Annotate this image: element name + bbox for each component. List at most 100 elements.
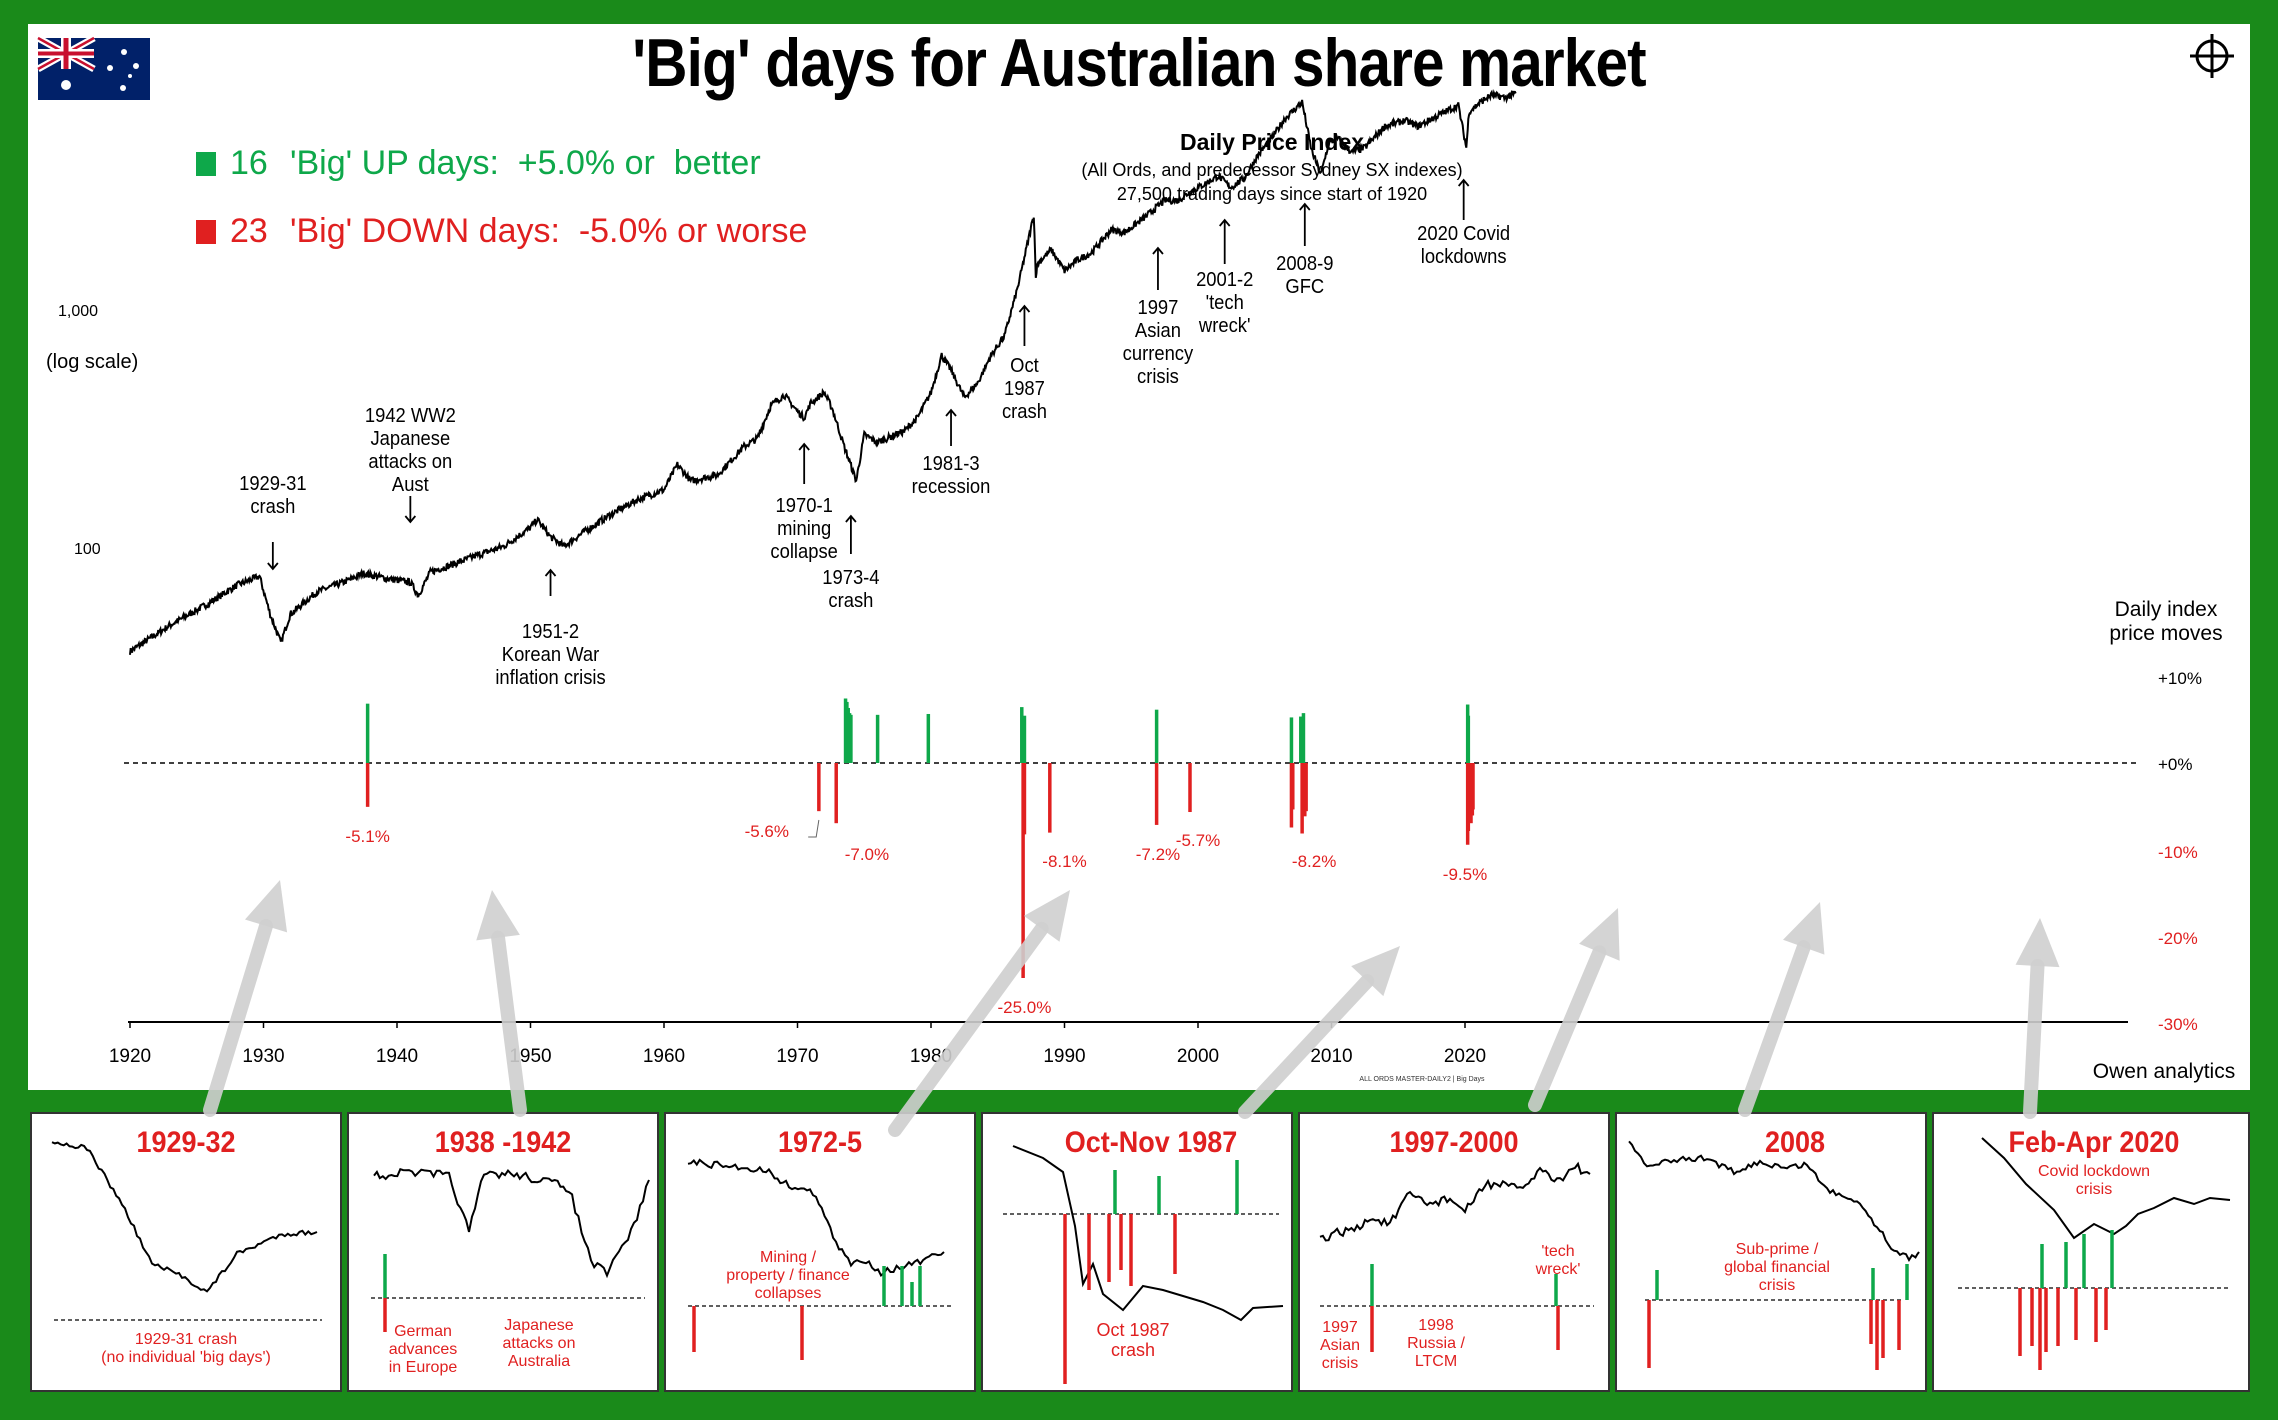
panel-note: Oct 1987 <box>1096 1320 1169 1340</box>
panel-note: global financial <box>1724 1259 1830 1276</box>
y-tick-plus10: +10% <box>2158 669 2202 688</box>
panel-2020: Feb-Apr 2020 Covid lockdown crisis <box>1932 1112 2250 1392</box>
panel-2008: 2008 Sub-prime / global financial crisis <box>1615 1112 1927 1392</box>
panel-note: (no individual 'big days') <box>101 1349 271 1366</box>
panel-1972: 1972-5 Mining / property / finance collapse… <box>664 1112 976 1392</box>
annotation-text: 1987 <box>1004 378 1045 400</box>
annotation-text: 1981-3 <box>922 453 979 475</box>
y-tick-100: 100 <box>74 541 101 558</box>
annotation-arrowhead <box>945 408 957 417</box>
panel-title: 1997-2000 <box>1389 1126 1518 1160</box>
panel-note: LTCM <box>1415 1353 1457 1370</box>
panel-title: Oct-Nov 1987 <box>1065 1126 1237 1160</box>
panel-note: 'tech <box>1541 1243 1574 1260</box>
x-tick-label: 1990 <box>1043 1046 1085 1067</box>
legend-down-text: 'Big' DOWN days: -5.0% or worse <box>290 212 807 250</box>
panel-title: 1972-5 <box>778 1126 862 1160</box>
move-data-label: -9.5% <box>1443 865 1487 884</box>
panel-note: Covid lockdown <box>2038 1163 2150 1180</box>
annotation-text: 2001-2 <box>1196 269 1253 291</box>
annotation-text: Oct <box>1010 355 1039 377</box>
annotation-text: Korean War <box>502 644 600 666</box>
moves-label-2: price moves <box>2109 622 2222 645</box>
log-scale-label: (log scale) <box>46 351 138 373</box>
move-data-label: -7.0% <box>845 845 889 864</box>
annotation-text: wreck' <box>1198 315 1250 337</box>
daily-moves-bars <box>365 698 1475 978</box>
annotation-text: crash <box>1002 401 1047 423</box>
panel-title: Feb-Apr 2020 <box>2009 1126 2180 1160</box>
y-tick-1000: 1,000 <box>58 303 98 320</box>
panel-1997: 1997-2000 'tech wreck' 1997 Asian crisis 1998 R… <box>1298 1112 1610 1392</box>
legend-up-count: 16 <box>230 144 268 182</box>
annotation-text: currency <box>1123 343 1194 365</box>
annotation-text: attacks on <box>368 451 452 473</box>
panel-note: Asian <box>1320 1337 1360 1354</box>
move-data-label: -8.1% <box>1042 852 1086 871</box>
legend-up-swatch <box>196 152 216 176</box>
subtitle-line1: (All Ords, and predecessor Sydney SX ind… <box>1081 160 1462 180</box>
panel-price-line <box>373 1167 650 1279</box>
panel-svg: 1972-5 Mining /property / financecollapse… <box>687 1126 954 1360</box>
annotation-text: GFC <box>1285 276 1324 298</box>
annotation-text: 1973-4 <box>822 567 880 589</box>
x-tick-label: 2000 <box>1177 1046 1219 1067</box>
annotation-arrowhead <box>544 568 557 577</box>
annotation-text: Aust <box>392 474 429 496</box>
panel-title: 1938 -1942 <box>435 1126 572 1160</box>
australian-flag-icon <box>36 34 150 100</box>
brand-name: Owen analytics <box>2093 1060 2235 1083</box>
panel-note: collapses <box>755 1285 822 1302</box>
panel-note: property / finance <box>726 1267 850 1284</box>
panel-note: wreck' <box>1535 1261 1581 1278</box>
page-title: 'Big' days for Australian share market <box>632 25 1646 101</box>
annotation-text: lockdowns <box>1421 246 1507 268</box>
annotation-text: 1942 WW2 <box>365 405 456 427</box>
x-tick-label: 1980 <box>910 1046 952 1067</box>
x-tick-label: 1940 <box>376 1046 418 1067</box>
annotation-text: mining <box>777 518 831 540</box>
x-tick-label: 2010 <box>1310 1046 1352 1067</box>
panel-price-line <box>1981 1137 2231 1240</box>
y-tick-minus10: -10% <box>2158 843 2198 862</box>
annotation-arrowhead <box>1152 246 1164 255</box>
panel-note: crash <box>1111 1340 1155 1360</box>
y-tick-zero: +0% <box>2158 755 2193 774</box>
label-leader <box>808 819 820 838</box>
annotation-text: collapse <box>770 541 837 563</box>
panel-note: Sub-prime / <box>1736 1241 1819 1258</box>
x-tick-label: 1960 <box>643 1046 685 1067</box>
panel-note: crisis <box>2076 1181 2112 1198</box>
annotation-text: crisis <box>1137 366 1179 388</box>
price-line-path <box>129 89 1517 655</box>
annotation-arrowhead <box>1219 218 1231 227</box>
annotation-arrowhead <box>267 562 279 571</box>
panel-note: attacks on <box>503 1335 576 1352</box>
footnote: ALL ORDS MASTER-DAILY2 | Big Days <box>1359 1076 1485 1083</box>
panel-1938: 1938 -1942 German advances in Europe Japanes… <box>347 1112 659 1392</box>
annotation-text: 1997 <box>1137 297 1178 319</box>
panel-note: 1998 <box>1418 1317 1454 1334</box>
panel-note: 1997 <box>1322 1319 1358 1336</box>
annotation-text: 1970-1 <box>776 495 833 517</box>
panel-note: Mining / <box>760 1249 817 1266</box>
move-data-label: -7.2% <box>1136 845 1180 864</box>
annotation-text: recession <box>912 476 991 498</box>
move-data-label: -5.6% <box>745 822 789 841</box>
legend-down-swatch <box>196 220 216 244</box>
annotation-text: 2020 Covid <box>1417 223 1510 245</box>
panel-svg: 1929-32 1929-31 crash(no individual 'big … <box>51 1126 322 1366</box>
panel-price-line <box>1628 1140 1920 1263</box>
